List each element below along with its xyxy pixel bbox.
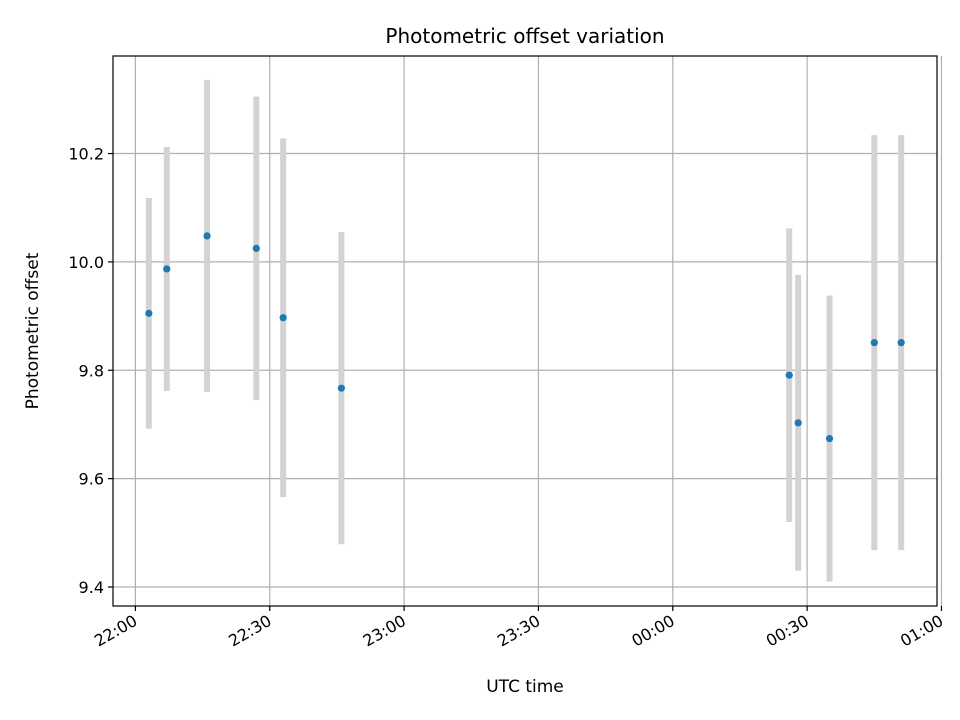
data-point (897, 339, 905, 347)
data-point (279, 314, 287, 322)
data-point (203, 232, 211, 240)
data-point (163, 265, 171, 273)
y-tick-label: 10.0 (68, 253, 104, 272)
y-axis-title: Photometric offset (23, 252, 43, 409)
data-point (870, 339, 878, 347)
data-point (145, 309, 153, 317)
y-axis-ticks: 9.4 9.6 9.8 10.0 10.2 (68, 145, 113, 597)
data-point (252, 244, 260, 252)
data-point (785, 371, 793, 379)
chart-title: Photometric offset variation (385, 24, 664, 48)
data-point (825, 434, 834, 443)
plot-area-frame (112, 55, 938, 607)
y-tick-label: 10.2 (68, 145, 104, 164)
x-axis-title: UTC time (486, 677, 564, 697)
y-tick-label: 9.4 (79, 578, 104, 597)
data-point (794, 419, 802, 427)
data-point (337, 384, 345, 392)
y-tick-label: 9.8 (79, 361, 104, 380)
data-points (145, 232, 905, 443)
y-tick-label: 9.6 (79, 470, 104, 489)
